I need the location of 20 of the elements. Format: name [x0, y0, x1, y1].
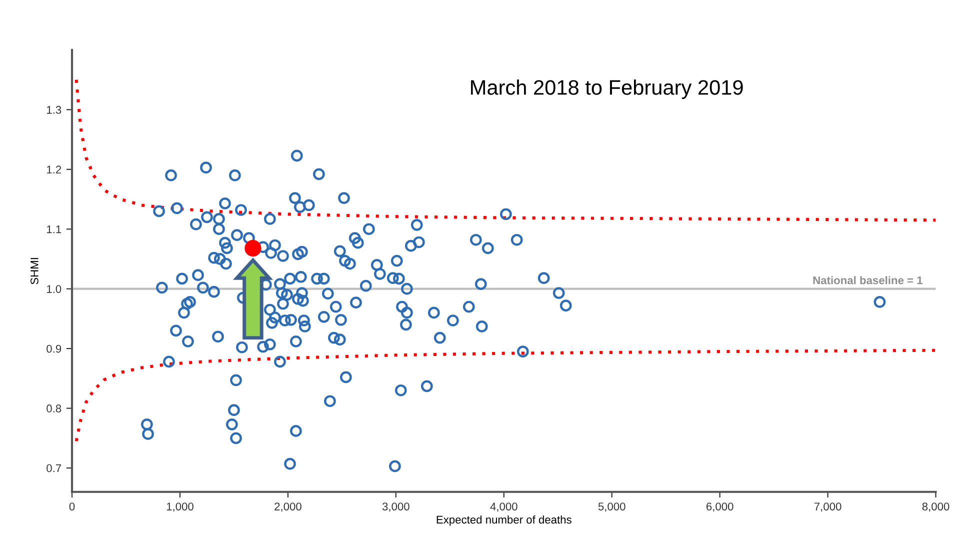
text: March 2018 to February 2019 [471, 80, 743, 99]
x-tick-label: 5,000 [598, 502, 626, 512]
x-tick-label: 6,000 [706, 502, 734, 512]
y-tick-label: 0.9 [46, 344, 62, 353]
y-tick-label: 0.8 [46, 404, 62, 412]
y-tick-label: 1.2 [46, 166, 62, 174]
x-tick-label: 8,000 [922, 502, 950, 512]
y-tick-label: 1.1 [46, 225, 62, 234]
x-tick-label: 0 [69, 502, 75, 510]
y-tick-label: 1.0 [46, 285, 62, 293]
x-tick-label: 4,000 [490, 502, 518, 512]
x-tick-label: 2,000 [274, 502, 302, 512]
x-tick-label: 7,000 [814, 502, 842, 512]
y-tick-label: 1.3 [46, 106, 62, 114]
y-axis-title: SHMI [30, 258, 38, 284]
y-tick-label: 0.7 [46, 464, 62, 472]
ref-line-label: National baseline = 1 [813, 276, 922, 284]
x-axis-title: Expected number of deaths [436, 515, 572, 526]
x-tick-label: 1,000 [166, 502, 194, 512]
x-tick-label: 3,000 [382, 502, 410, 512]
